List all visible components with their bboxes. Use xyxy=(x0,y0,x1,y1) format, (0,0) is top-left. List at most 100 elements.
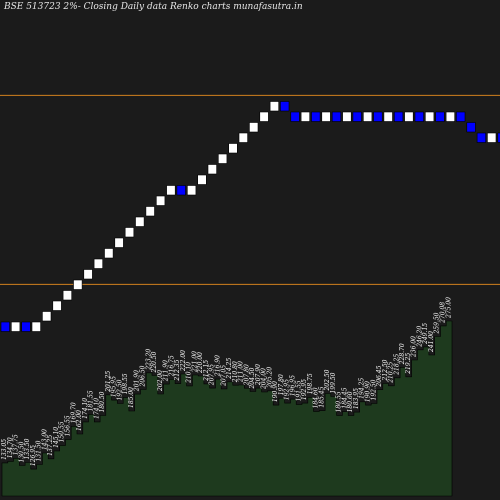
price-value-label: 210.25 xyxy=(388,362,395,384)
renko-brick-down xyxy=(21,321,31,332)
price-value-label: 214.25 xyxy=(226,358,233,380)
reference-lines-layer xyxy=(0,94,500,285)
renko-brick-up xyxy=(62,290,72,301)
price-value-label: 199.50 xyxy=(330,372,337,393)
price-value-label: 126.95 xyxy=(30,445,37,466)
renko-brick-down xyxy=(0,321,10,332)
renko-brick-down xyxy=(373,111,383,122)
renko-brick-up xyxy=(31,321,41,332)
price-value-label: 210.10 xyxy=(186,362,193,384)
renko-brick-up xyxy=(424,111,435,122)
price-value-label: 211.90 xyxy=(163,360,170,382)
renko-brick-up xyxy=(52,300,62,311)
price-value-label: 181.55 xyxy=(88,390,95,411)
price-value-label: 259.50 xyxy=(434,312,441,334)
price-value-label: 180.60 xyxy=(347,391,354,412)
price-value-label: 184.45 xyxy=(341,387,348,408)
price-value-label: 246.20 xyxy=(416,326,423,348)
price-value-label: 145.10 xyxy=(53,427,60,448)
renko-brick-up xyxy=(166,185,176,196)
price-value-label: 222.00 xyxy=(180,350,187,372)
renko-brick-down xyxy=(456,111,466,122)
renko-brick-down xyxy=(497,132,500,143)
renko-brick-up xyxy=(11,321,21,332)
price-value-label: 207.95 xyxy=(209,364,216,386)
price-value-label: 275.00 xyxy=(445,297,452,319)
price-value-label: 212.15 xyxy=(203,360,210,382)
price-value-label: 216.90 xyxy=(215,355,222,377)
price-area-layer xyxy=(1,320,453,497)
price-value-label: 137.25 xyxy=(47,435,54,456)
price-value-label: 185.00 xyxy=(128,387,135,408)
price-value-label: 211.00 xyxy=(238,361,245,383)
renko-brick-up xyxy=(238,132,248,143)
price-value-label: 204.50 xyxy=(249,367,256,389)
renko-brick-down xyxy=(352,111,362,122)
price-value-label: 236.00 xyxy=(411,336,418,358)
price-value-label: 202.50 xyxy=(324,369,331,391)
renko-brick-up xyxy=(383,111,393,122)
price-value-label: 220.50 xyxy=(151,351,158,373)
price-value-label: 192.50 xyxy=(116,379,123,400)
price-value-label: 192.50 xyxy=(370,379,377,400)
price-value-label: 162.00 xyxy=(76,410,83,431)
renko-brick-up xyxy=(135,216,145,227)
renko-brick-up xyxy=(300,111,311,122)
renko-brick-up xyxy=(228,143,238,154)
price-value-label: 198.75 xyxy=(307,373,314,394)
price-value-label: 195.95 xyxy=(111,376,118,397)
price-value-label: 192.95 xyxy=(284,379,291,400)
renko-brick-up xyxy=(197,174,207,185)
price-value-label: 241.00 xyxy=(428,331,435,353)
renko-brick-up xyxy=(114,237,124,248)
price-value-label: 270.08 xyxy=(440,302,447,324)
renko-brick-up xyxy=(104,248,114,259)
price-value-label: 196.95 xyxy=(290,375,297,396)
price-value-label: 183.95 xyxy=(353,388,360,409)
price-value-label: 133.50 xyxy=(24,438,31,459)
price-value-label: 207.90 xyxy=(255,364,262,386)
price-value-label: 216.75 xyxy=(168,355,175,377)
price-value-label: 130.50 xyxy=(18,441,25,462)
renko-brick-up xyxy=(321,111,331,122)
chart-title: BSE 513723 2%- Closing Daily data Renko … xyxy=(4,2,303,12)
price-value-label: 207.80 xyxy=(243,364,250,386)
renko-brick-up xyxy=(218,153,228,164)
renko-brick-up xyxy=(487,132,497,143)
price-value-label: 204.00 xyxy=(261,368,268,390)
renko-brick-up xyxy=(269,101,280,112)
price-value-label: 134.70 xyxy=(7,437,14,458)
price-value-label: 137.75 xyxy=(13,434,20,455)
renko-brick-down xyxy=(176,185,186,196)
price-value-label: 219.25 xyxy=(405,353,412,375)
renko-brick-up xyxy=(145,206,155,217)
price-value-label: 185.45 xyxy=(318,386,325,407)
price-value-label: 249.15 xyxy=(422,323,429,345)
price-value-label: 190.90 xyxy=(365,381,372,402)
renko-brick-up xyxy=(362,111,373,122)
renko-brick-up xyxy=(42,311,52,322)
price-value-label: 218.25 xyxy=(393,354,400,376)
value-labels-layer: 133.05134.70137.75130.50133.50126.95131.… xyxy=(1,297,452,466)
price-value-label: 212.50 xyxy=(382,359,389,381)
renko-brick-down xyxy=(393,111,404,122)
renko-bricks-layer xyxy=(0,101,500,332)
renko-brick-up xyxy=(249,122,259,133)
price-value-label: 205.20 xyxy=(266,367,273,389)
price-value-label: 150.55 xyxy=(59,421,66,442)
renko-brick-up xyxy=(207,164,217,175)
price-value-label: 169.70 xyxy=(70,402,77,423)
price-value-label: 228.70 xyxy=(399,343,406,365)
price-value-label: 190.90 xyxy=(272,381,279,402)
renko-brick-down xyxy=(414,111,424,122)
price-value-label: 174.10 xyxy=(93,398,100,419)
renko-brick-up xyxy=(83,269,93,280)
renko-brick-up xyxy=(73,279,83,290)
price-value-label: 192.95 xyxy=(301,379,308,400)
price-value-label: 206.45 xyxy=(376,365,383,387)
renko-brick-up xyxy=(187,185,197,196)
price-value-label: 202.00 xyxy=(157,370,164,392)
price-value-label: 180.50 xyxy=(99,391,106,412)
price-value-label: 210.80 xyxy=(232,361,239,383)
